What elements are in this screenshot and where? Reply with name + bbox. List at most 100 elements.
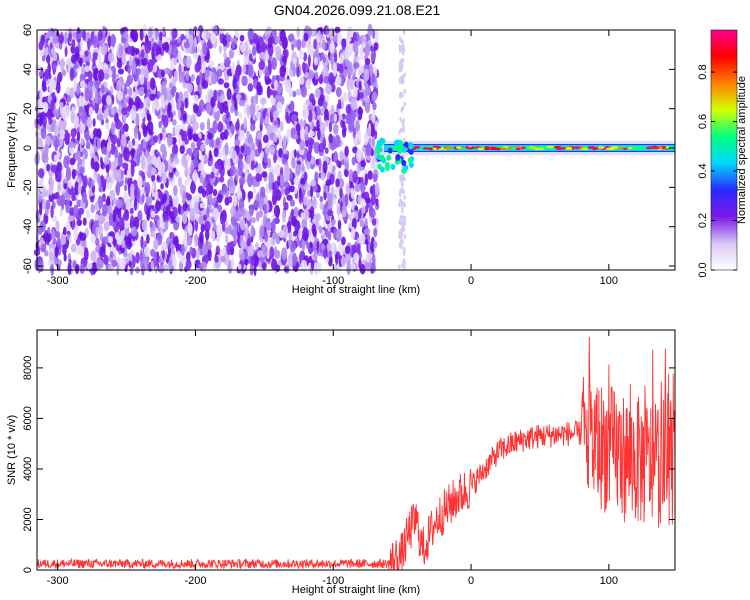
spectrogram-cell xyxy=(48,117,53,125)
signal-onset-cell xyxy=(379,154,385,161)
spectrogram-cell xyxy=(231,61,236,76)
spectrogram-cell xyxy=(256,131,263,140)
spectrogram-cell xyxy=(123,123,129,133)
spectrogram-cell xyxy=(309,240,313,248)
spectrogram-cell xyxy=(205,102,212,114)
spectrogram-cell xyxy=(164,220,169,231)
spectrogram-cell xyxy=(332,135,336,147)
spectrogram-cell xyxy=(63,155,70,169)
spectrogram-cell xyxy=(208,150,212,162)
spectrogram-cell xyxy=(400,232,403,238)
spectrogram-cell xyxy=(189,246,193,255)
spectrogram-cell xyxy=(370,207,376,219)
spectrogram-cell xyxy=(97,195,104,209)
spectrogram-cell xyxy=(318,225,323,234)
signal-band-peak xyxy=(645,146,653,150)
spectrogram-cell xyxy=(137,175,143,189)
spectrogram-cell xyxy=(136,152,140,164)
spectrogram-cell xyxy=(283,266,289,273)
spectrogram-cell xyxy=(353,136,358,147)
spectrogram-cell xyxy=(216,224,223,239)
spectrogram-cell xyxy=(106,176,113,184)
spectrogram-cell xyxy=(273,153,277,164)
spectrogram-cell xyxy=(63,104,71,118)
spectrogram-cell xyxy=(134,96,141,109)
spectrogram-cell xyxy=(139,249,143,264)
spectrogram-cell xyxy=(364,68,370,81)
spectrogram-cell xyxy=(321,39,327,51)
spectrogram-cell xyxy=(400,202,404,208)
spectrogram-cell xyxy=(162,115,169,128)
y-tick-label: 0 xyxy=(22,145,34,151)
spectrogram-cell xyxy=(193,36,197,48)
spectrogram-cell xyxy=(360,160,366,168)
spectrogram-cell xyxy=(371,136,376,148)
spectrogram-cell xyxy=(82,217,87,226)
spectrogram-cell xyxy=(403,219,406,225)
signal-band-peak xyxy=(574,146,580,150)
spectrogram-cell xyxy=(111,134,118,145)
spectrogram-cell xyxy=(206,118,211,131)
spectrogram-cell xyxy=(190,73,195,82)
spectrogram-cell xyxy=(330,40,335,54)
spectrogram-cell xyxy=(313,38,317,50)
signal-band-peak xyxy=(555,147,564,151)
spectrogram-cell xyxy=(316,191,320,199)
spectrogram-cell xyxy=(47,226,51,235)
spectrogram-cell xyxy=(285,49,289,59)
signal-band-peak xyxy=(546,145,554,149)
spectrogram-cell xyxy=(171,28,178,39)
spectrogram-cell xyxy=(373,42,379,51)
spectrogram-cell xyxy=(114,232,120,240)
spectrogram-cell xyxy=(345,37,350,51)
spectrogram-cell xyxy=(339,52,344,65)
spectrogram-cell xyxy=(94,213,99,221)
spectrogram-cell xyxy=(59,128,66,140)
spectrogram-cell xyxy=(271,57,278,71)
spectrogram-cell xyxy=(346,65,353,76)
spectrogram-cell xyxy=(322,56,326,63)
spectrogram-cell xyxy=(123,192,128,202)
signal-band-peak xyxy=(654,146,660,150)
spectrogram-cell xyxy=(79,58,83,67)
spectrogram-cell xyxy=(256,111,261,120)
spectrogram-cell xyxy=(198,215,204,226)
spectrogram-cell xyxy=(401,76,405,82)
spectrogram-cell xyxy=(399,198,402,204)
spectrogram-cell xyxy=(300,129,307,143)
spectrogram-cell xyxy=(100,84,105,94)
y-tick-label: -40 xyxy=(22,219,34,235)
signal-onset-cell xyxy=(401,159,407,166)
spectrogram-cell xyxy=(117,105,123,117)
spectrogram-cell xyxy=(214,255,219,263)
spectrogram-cell xyxy=(352,170,358,183)
spectrogram-cell xyxy=(324,108,329,119)
spectrogram-cell xyxy=(110,107,115,116)
spectrogram-cell xyxy=(90,132,94,140)
spectrogram-cell xyxy=(314,71,319,80)
spectrogram-cell xyxy=(103,221,111,231)
spectrogram-cell xyxy=(277,95,284,103)
spectrogram-cell xyxy=(71,38,76,49)
spectrogram-cell xyxy=(310,156,315,165)
spectrogram-cell xyxy=(198,99,205,112)
spectrogram-cell xyxy=(125,198,132,212)
snr-y-axis: 0 2000 4000 6000 8000 xyxy=(22,356,675,573)
spectrogram-cell xyxy=(142,57,148,66)
spectrogram-cell xyxy=(155,200,162,212)
spectrogram-cell xyxy=(372,183,376,195)
spectrogram-cell xyxy=(279,121,284,132)
spectrogram-cell xyxy=(98,185,104,193)
spectrogram-cell xyxy=(245,145,251,157)
spectrogram-cell xyxy=(50,205,54,219)
spectrogram-cell xyxy=(107,35,112,48)
spectrogram-cell xyxy=(168,210,175,220)
spectrogram-cell xyxy=(372,102,377,111)
spectrogram-cell xyxy=(401,120,404,126)
spectrogram-cell xyxy=(247,243,255,257)
spectrogram-cell xyxy=(399,65,402,71)
signal-band-peak xyxy=(622,147,628,151)
spectrogram-cell xyxy=(335,253,339,265)
spectrogram-cell xyxy=(172,256,177,270)
